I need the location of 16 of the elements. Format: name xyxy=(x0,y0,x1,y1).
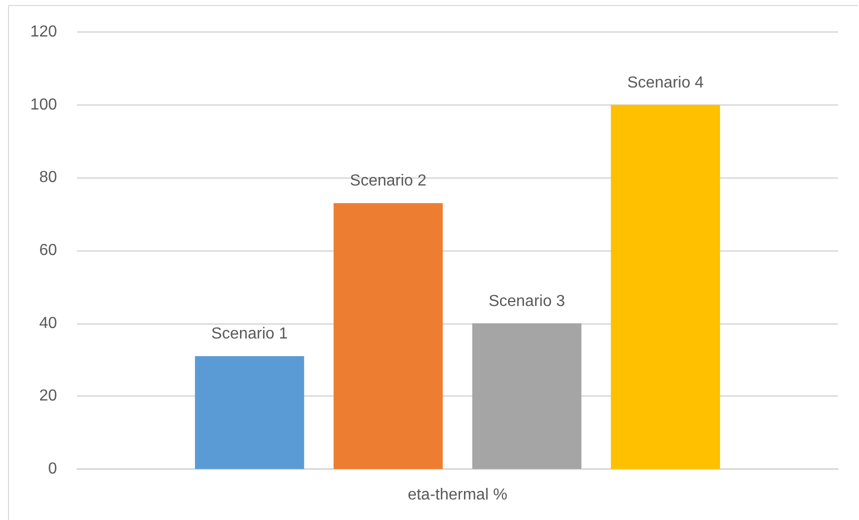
series-label: Scenario 1 xyxy=(211,326,288,343)
series-label: Scenario 3 xyxy=(488,292,566,310)
series-label: Scenario 4 xyxy=(627,74,704,92)
bar xyxy=(472,323,582,469)
bar xyxy=(334,203,443,469)
bar xyxy=(194,356,304,469)
y-tick-label: 60 xyxy=(39,242,58,259)
y-tick-label: 80 xyxy=(39,169,58,186)
y-tick-label: 120 xyxy=(30,24,58,40)
bar xyxy=(610,104,720,469)
x-tick-label: eta-thermal % xyxy=(408,486,508,504)
y-tick-label: 40 xyxy=(39,314,58,332)
series-label: Scenario 2 xyxy=(350,172,427,190)
y-tick-label: 0 xyxy=(48,460,58,478)
y-tick-label: 100 xyxy=(30,96,58,114)
y-tick-label: 20 xyxy=(39,388,58,405)
